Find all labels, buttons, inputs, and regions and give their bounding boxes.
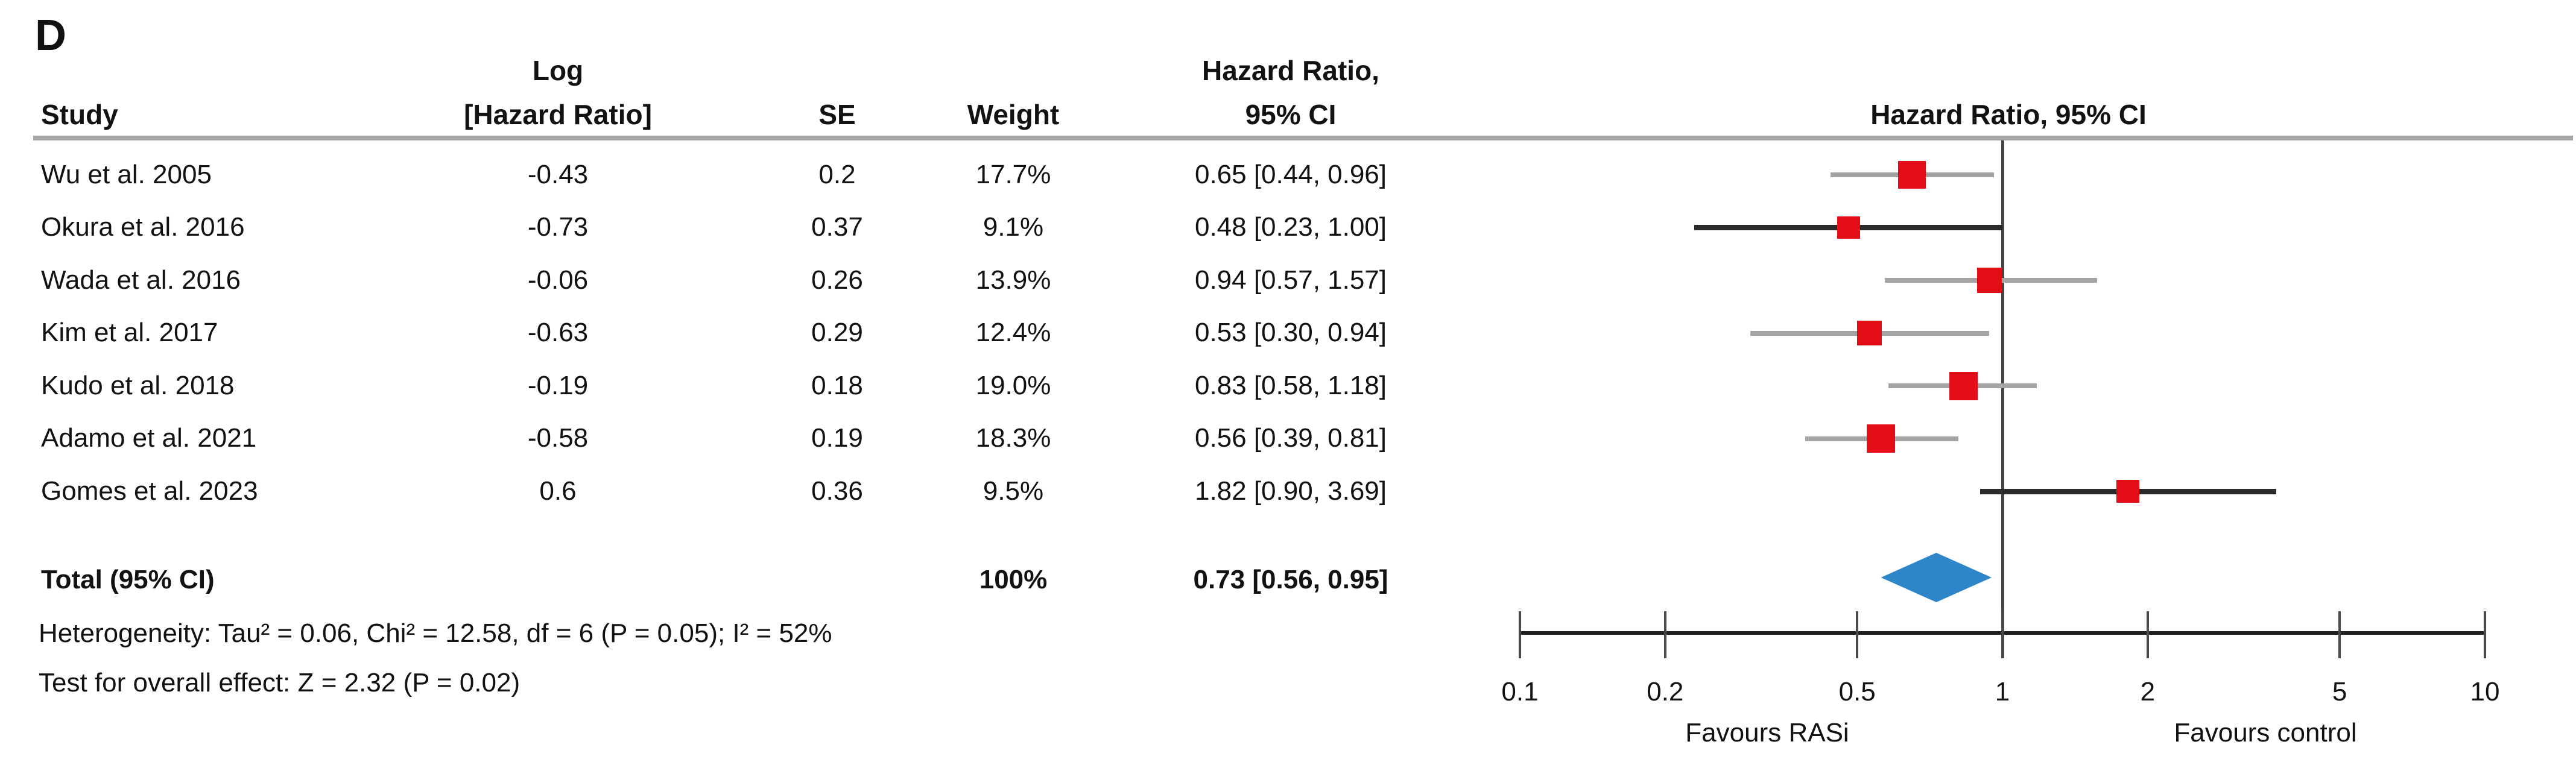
- log-hr-value: -0.63: [527, 318, 589, 347]
- se-value: 0.18: [811, 371, 863, 400]
- total-label: Total (95% CI): [41, 565, 215, 594]
- column-header-hr-line2: 95% CI: [1245, 99, 1337, 130]
- log-hr-value: -0.19: [527, 371, 589, 400]
- axis-tick: [2484, 611, 2486, 658]
- hr-ci-value: 0.56 [0.39, 0.81]: [1194, 423, 1387, 453]
- summary-diamond: [1881, 553, 1992, 602]
- weight-value: 12.4%: [975, 318, 1051, 347]
- column-header-se: SE: [818, 99, 856, 130]
- hr-ci-value: 0.94 [0.57, 1.57]: [1194, 265, 1387, 295]
- panel-label: D: [35, 11, 66, 60]
- log-hr-value: -0.58: [527, 423, 589, 453]
- effect-marker: [1949, 371, 1978, 400]
- weight-value: 13.9%: [975, 265, 1051, 295]
- weight-value: 17.7%: [975, 160, 1051, 189]
- se-value: 0.19: [811, 423, 863, 453]
- log-hr-value: -0.73: [527, 212, 589, 242]
- plot-column-header: Hazard Ratio, 95% CI: [1870, 99, 2147, 130]
- total-hr-ci-value: 0.73 [0.56, 0.95]: [1193, 565, 1388, 594]
- column-header-study: Study: [41, 99, 118, 130]
- se-value: 0.36: [811, 476, 863, 506]
- effect-marker: [1976, 268, 2002, 293]
- column-header-log-line1: Log: [532, 55, 584, 86]
- log-hr-value: -0.43: [527, 160, 589, 189]
- axis-tick-label: 10: [2470, 677, 2500, 706]
- log-hr-value: 0.6: [539, 476, 577, 506]
- weight-value: 9.5%: [983, 476, 1044, 506]
- hr-ci-value: 1.82 [0.90, 3.69]: [1194, 476, 1387, 506]
- axis-tick: [2146, 611, 2149, 658]
- se-value: 0.37: [811, 212, 863, 242]
- hr-ci-value: 0.48 [0.23, 1.00]: [1194, 212, 1387, 242]
- study-name: Wada et al. 2016: [41, 265, 241, 295]
- log-hr-value: -0.06: [527, 265, 589, 295]
- overall-effect-text: Test for overall effect: Z = 2.32 (P = 0…: [39, 668, 521, 697]
- weight-value: 9.1%: [983, 212, 1044, 242]
- se-value: 0.26: [811, 265, 863, 295]
- study-name: Okura et al. 2016: [41, 212, 245, 242]
- study-name: Wu et al. 2005: [41, 160, 212, 189]
- axis-tick-label: 0.2: [1647, 677, 1684, 706]
- axis-tick: [1856, 611, 1859, 658]
- axis-tick-label: 0.5: [1838, 677, 1876, 706]
- effect-marker: [1857, 321, 1882, 345]
- axis-tick-label: 5: [2332, 677, 2347, 706]
- axis-tick: [2338, 611, 2341, 658]
- se-value: 0.2: [818, 160, 856, 189]
- total-weight-value: 100%: [979, 565, 1048, 594]
- header-separator-line: [33, 136, 2573, 140]
- se-value: 0.29: [811, 318, 863, 347]
- axis-tick-label: 1: [1995, 677, 2010, 706]
- effect-marker: [1867, 424, 1895, 453]
- study-name: Kim et al. 2017: [41, 318, 218, 347]
- effect-marker: [1837, 216, 1860, 239]
- study-name: Kudo et al. 2018: [41, 371, 235, 400]
- null-effect-line: [2001, 140, 2004, 658]
- axis-tick-label: 0.1: [1501, 677, 1539, 706]
- column-header-hr-line1: Hazard Ratio,: [1202, 55, 1379, 86]
- favours-right-label: Favours control: [2174, 718, 2357, 747]
- axis-tick-label: 2: [2140, 677, 2156, 706]
- hr-ci-value: 0.65 [0.44, 0.96]: [1194, 160, 1387, 189]
- column-header-log-line2: [Hazard Ratio]: [464, 99, 652, 130]
- heterogeneity-text: Heterogeneity: Tau² = 0.06, Chi² = 12.58…: [39, 618, 832, 648]
- favours-left-label: Favours RASi: [1685, 718, 1849, 747]
- hr-ci-value: 0.53 [0.30, 0.94]: [1194, 318, 1387, 347]
- axis-tick: [1663, 611, 1666, 658]
- axis-tick: [2001, 611, 2004, 658]
- axis-tick: [1519, 611, 1521, 658]
- study-name: Adamo et al. 2021: [41, 423, 257, 453]
- hr-ci-value: 0.83 [0.58, 1.18]: [1194, 371, 1387, 400]
- effect-marker: [1898, 161, 1926, 189]
- weight-value: 19.0%: [975, 371, 1051, 400]
- effect-marker: [2116, 480, 2139, 503]
- column-header-weight: Weight: [967, 99, 1060, 130]
- study-name: Gomes et al. 2023: [41, 476, 258, 506]
- weight-value: 18.3%: [975, 423, 1051, 453]
